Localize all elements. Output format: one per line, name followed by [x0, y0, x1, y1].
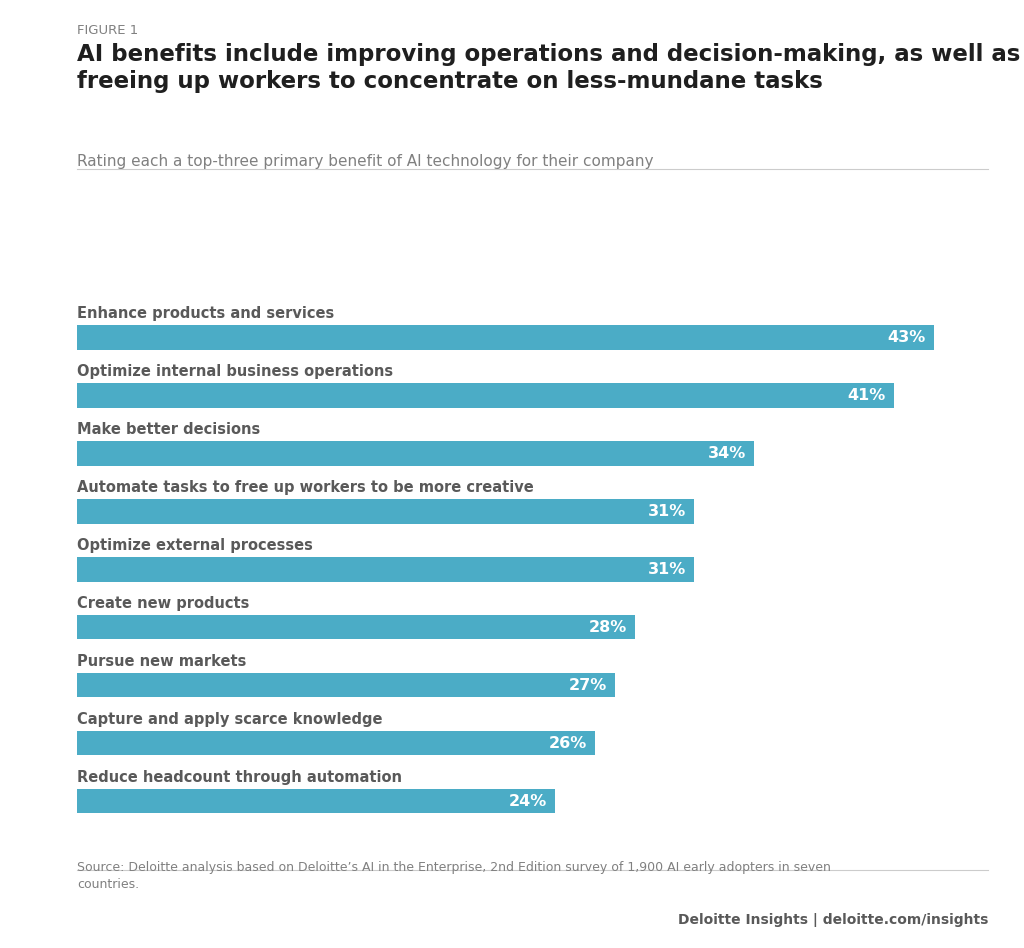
Text: AI benefits include improving operations and decision-making, as well as
freeing: AI benefits include improving operations…	[77, 43, 1020, 93]
Bar	[77, 383, 894, 408]
Text: 43%: 43%	[887, 330, 926, 345]
Bar	[77, 557, 694, 581]
Bar	[77, 325, 934, 350]
Bar	[77, 673, 614, 698]
Text: Enhance products and services: Enhance products and services	[77, 306, 334, 321]
Text: 28%: 28%	[589, 620, 627, 635]
Text: 27%: 27%	[568, 678, 607, 693]
Text: Optimize internal business operations: Optimize internal business operations	[77, 364, 393, 379]
Text: Automate tasks to free up workers to be more creative: Automate tasks to free up workers to be …	[77, 480, 534, 495]
Bar	[77, 731, 595, 756]
Text: 34%: 34%	[708, 446, 746, 461]
Text: 41%: 41%	[848, 388, 886, 403]
Text: Rating each a top-three primary benefit of AI technology for their company: Rating each a top-three primary benefit …	[77, 154, 653, 169]
Text: Capture and apply scarce knowledge: Capture and apply scarce knowledge	[77, 712, 382, 727]
Text: Create new products: Create new products	[77, 596, 249, 611]
Bar	[77, 789, 555, 813]
Text: Deloitte Insights | deloitte.com/insights: Deloitte Insights | deloitte.com/insight…	[678, 913, 988, 927]
Text: Source: Deloitte analysis based on Deloitte’s AI in the Enterprise, 2nd Edition : Source: Deloitte analysis based on Deloi…	[77, 861, 830, 891]
Text: 31%: 31%	[648, 562, 686, 576]
Bar	[77, 615, 635, 640]
Text: Optimize external processes: Optimize external processes	[77, 538, 312, 553]
Text: 31%: 31%	[648, 503, 686, 519]
Bar	[77, 441, 755, 465]
Text: Pursue new markets: Pursue new markets	[77, 654, 246, 669]
Text: 24%: 24%	[509, 793, 547, 809]
Text: Reduce headcount through automation: Reduce headcount through automation	[77, 770, 401, 785]
Text: FIGURE 1: FIGURE 1	[77, 24, 138, 37]
Text: 26%: 26%	[549, 736, 587, 751]
Bar	[77, 500, 694, 523]
Text: Make better decisions: Make better decisions	[77, 422, 260, 437]
